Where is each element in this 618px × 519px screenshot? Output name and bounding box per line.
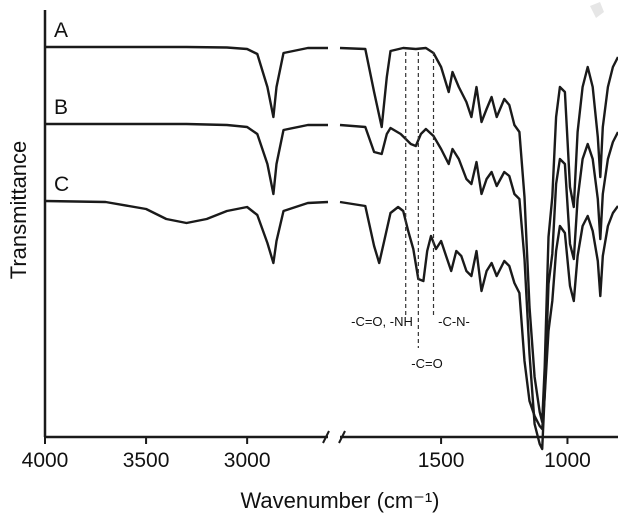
series-layer: A B C: [44, 19, 618, 451]
annotation-layer: -C=O, -NH -C=O -C-N-: [351, 52, 470, 371]
x-tick-label: 1500: [418, 449, 465, 472]
annotation-label: -C=O: [411, 356, 442, 371]
series-b-line: [45, 122, 328, 196]
series-b-label: B: [54, 96, 68, 119]
series-b-line: [339, 123, 618, 451]
x-tick-label: 3000: [224, 449, 271, 472]
x-tick-label: 4000: [22, 449, 69, 472]
y-axis-title: Transmittance: [6, 141, 31, 280]
series-c-line: [339, 200, 618, 431]
axes: 4000 3500 3000 1500 1000: [22, 10, 618, 472]
series-a-line: [339, 46, 618, 424]
annotation-label: -C-N-: [438, 314, 470, 329]
annotation-label: -C=O, -NH: [351, 314, 413, 329]
x-tick-label: 3500: [123, 449, 170, 472]
x-tick-label: 1000: [544, 449, 591, 472]
series-a-line: [45, 45, 328, 119]
series-c-label: C: [54, 173, 69, 196]
corner-arrow-icon: [590, 2, 604, 18]
series-a-label: A: [54, 19, 68, 42]
x-axis-title: Wavenumber (cm⁻¹): [240, 488, 439, 513]
axis-break-mark: [322, 430, 330, 444]
axis-break-mark: [338, 430, 346, 444]
series-c-line: [44, 199, 329, 265]
